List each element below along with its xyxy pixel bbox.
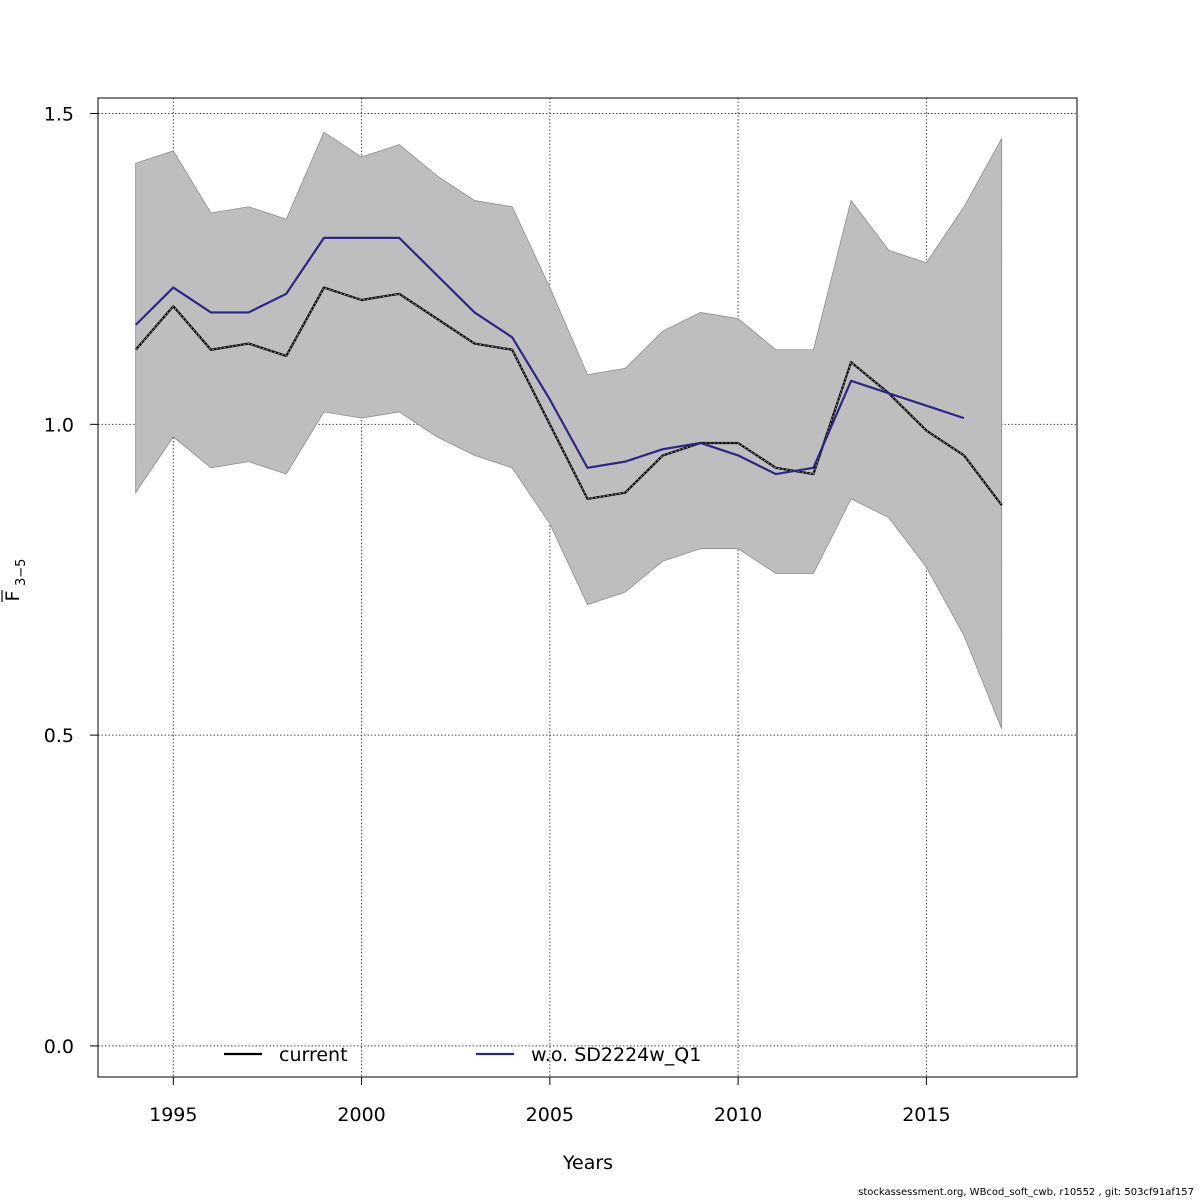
confidence-band xyxy=(135,131,1003,730)
y-axis-label-base: F xyxy=(2,591,24,602)
x-tick-label: 2010 xyxy=(714,1104,762,1126)
plot-frame xyxy=(97,97,1078,1078)
series-lines xyxy=(134,236,1003,506)
legend-label: current xyxy=(279,1044,348,1066)
y-tick-label: 0.5 xyxy=(44,725,74,747)
x-tick-label: 2005 xyxy=(526,1104,574,1126)
x-tick-label: 2000 xyxy=(337,1104,385,1126)
confidence-band-area xyxy=(135,131,1003,730)
y-tick-label: 1.0 xyxy=(44,414,74,436)
legend: current w.o. SD2224w_Q1 xyxy=(224,1044,701,1066)
legend-label: w.o. SD2224w_Q1 xyxy=(531,1044,701,1066)
x-axis-label: Years xyxy=(562,1152,613,1174)
x-tick-label: 2015 xyxy=(902,1104,950,1126)
y-axis: 0.0 0.5 1.0 1.5 xyxy=(44,104,98,1058)
y-tick-label: 1.5 xyxy=(44,104,74,126)
footer-note: stockassessment.org, WBcod_soft_cwb, r10… xyxy=(858,1187,1194,1198)
series-line-wo-sd2224w-q1 xyxy=(134,236,965,476)
y-axis-label-subscript: 3−5 xyxy=(14,559,29,586)
series-line-current xyxy=(134,286,1003,506)
x-tick-label: 1995 xyxy=(149,1104,197,1126)
x-axis: 1995 2000 2005 2010 2015 xyxy=(149,1077,951,1126)
y-axis-label: F 3−5 xyxy=(1,559,29,602)
y-tick-label: 0.0 xyxy=(44,1036,74,1058)
